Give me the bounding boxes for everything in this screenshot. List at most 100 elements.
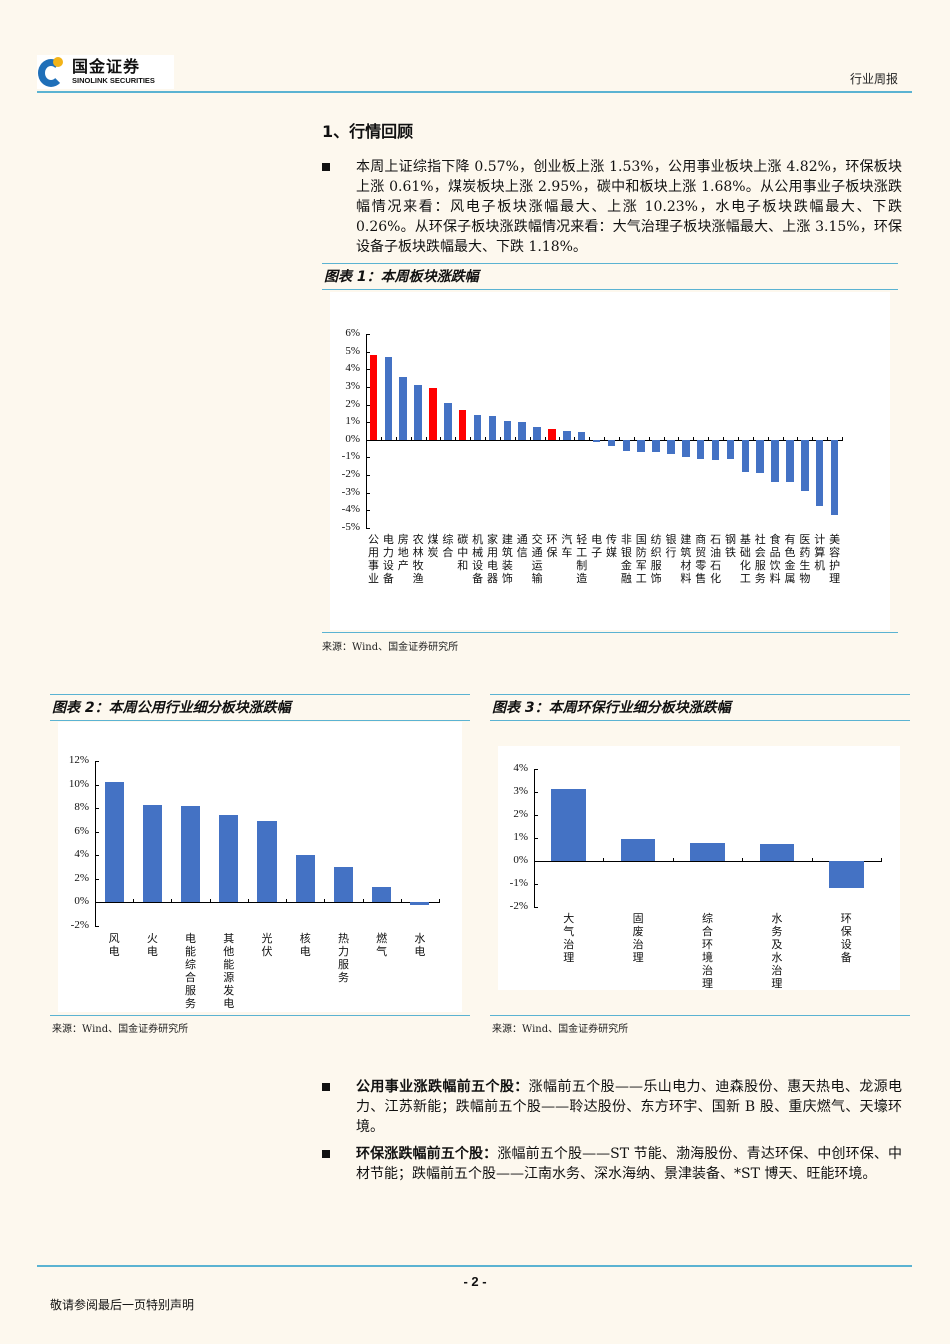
x-tick-label: 机械设备 bbox=[472, 533, 484, 585]
bar-轻工制造 bbox=[577, 431, 586, 440]
fig3-title-rule bbox=[490, 720, 910, 721]
y-tick-mark bbox=[366, 369, 370, 371]
bar-美容护理 bbox=[830, 439, 839, 515]
bar-有色金属 bbox=[786, 439, 794, 483]
x-tick-mark bbox=[440, 436, 442, 441]
x-tick-mark bbox=[604, 436, 605, 441]
x-tick-mark bbox=[470, 436, 472, 441]
x-tick-label: 计算机 bbox=[814, 533, 826, 572]
bar-非银金融 bbox=[622, 439, 631, 452]
report-type: 行业周报 bbox=[849, 72, 898, 86]
x-tick-label: 纺织服饰 bbox=[650, 533, 662, 585]
y-tick-label: -1% bbox=[341, 450, 360, 463]
y-tick-label: 6% bbox=[345, 327, 360, 339]
bullet-square-icon bbox=[322, 1150, 330, 1158]
fig2-source: 来源：Wind、国金证券研究所 bbox=[52, 1024, 189, 1035]
bar-商贸零售 bbox=[696, 439, 705, 460]
bar-国防军工 bbox=[637, 439, 645, 452]
x-tick-label: 非银金融 bbox=[620, 533, 632, 585]
x-tick-mark bbox=[439, 899, 440, 904]
y-tick-label: 12% bbox=[68, 754, 89, 766]
y-tick-label: 0% bbox=[513, 854, 528, 866]
y-axis bbox=[366, 334, 367, 528]
bar-公用事业 bbox=[369, 354, 378, 440]
fig2-bottom-rule bbox=[50, 1015, 470, 1016]
logo-cn-text: 国金证券 bbox=[72, 57, 141, 77]
utilities-top5-bullet: 公用事业涨跌幅前五个股：涨幅前五个股——乐山电力、迪森股份、惠天热电、龙源电力、… bbox=[322, 1077, 902, 1137]
y-tick-label: 2% bbox=[74, 871, 89, 884]
bar-水电 bbox=[410, 902, 430, 906]
x-tick-mark bbox=[672, 858, 674, 862]
bar-环保 bbox=[548, 429, 556, 440]
section-title: 1、行情回顾 bbox=[322, 122, 414, 141]
bar-电力设备 bbox=[384, 356, 393, 440]
x-tick-label: 水务及水治理 bbox=[771, 912, 783, 990]
x-tick-label: 电能综合服务 bbox=[185, 932, 197, 1010]
disclaimer-note: 敬请参阅最后一页特别声明 bbox=[50, 1298, 195, 1312]
x-tick-label: 热力服务 bbox=[337, 932, 349, 984]
x-tick-label: 综合环境治理 bbox=[702, 912, 713, 990]
x-tick-mark bbox=[693, 436, 695, 441]
bar-固废治理 bbox=[620, 839, 656, 861]
bar-其他能源发电 bbox=[219, 815, 239, 903]
y-tick-mark bbox=[534, 792, 538, 793]
bar-传媒 bbox=[607, 439, 616, 446]
x-tick-label: 建筑材料 bbox=[680, 533, 692, 585]
x-tick-label: 碳中和 bbox=[457, 533, 469, 572]
y-tick-label: -5% bbox=[341, 521, 360, 533]
x-tick-label: 国防军工 bbox=[635, 533, 647, 585]
bar-热力服务 bbox=[333, 867, 353, 903]
x-tick-mark bbox=[797, 436, 799, 441]
x-tick-label: 银行 bbox=[665, 533, 677, 559]
x-tick-mark bbox=[648, 436, 650, 441]
y-tick-mark bbox=[95, 855, 99, 857]
bar-农林牧渔 bbox=[414, 385, 422, 440]
x-tick-label: 其他能源发电 bbox=[223, 932, 235, 1010]
bar-电子 bbox=[592, 439, 601, 442]
summary-text: 本周上证综指下降 0.57%，创业板上涨 1.53%，公用事业板块上涨 4.82… bbox=[356, 159, 902, 255]
x-tick-mark bbox=[752, 436, 754, 441]
bar-食品饮料 bbox=[771, 439, 779, 483]
bar-大气治理 bbox=[551, 788, 587, 861]
y-tick-mark bbox=[95, 831, 99, 833]
x-tick-mark bbox=[842, 436, 843, 441]
x-tick-mark bbox=[574, 436, 576, 441]
y-tick-mark bbox=[95, 808, 99, 810]
x-tick-label: 公用事业 bbox=[367, 533, 379, 585]
bar-建筑材料 bbox=[682, 439, 690, 457]
y-tick-label: 4% bbox=[345, 362, 360, 375]
y-tick-mark bbox=[366, 528, 370, 529]
x-tick-label: 食品饮料 bbox=[769, 533, 781, 585]
x-tick-label: 商贸零售 bbox=[695, 533, 707, 585]
bar-家用电器 bbox=[488, 415, 497, 440]
bar-基础化工 bbox=[741, 439, 750, 473]
x-tick-mark bbox=[742, 858, 744, 862]
y-tick-mark bbox=[534, 838, 538, 839]
fig2-top-rule bbox=[50, 694, 470, 695]
bar-火电 bbox=[142, 804, 162, 903]
x-tick-label: 房地产 bbox=[397, 533, 409, 572]
y-tick-mark bbox=[366, 492, 370, 494]
y-tick-label: -1% bbox=[509, 877, 528, 889]
x-tick-label: 轻工制造 bbox=[576, 533, 588, 585]
y-tick-mark bbox=[534, 815, 538, 816]
fig1-bottom-rule bbox=[322, 632, 898, 633]
bar-电能综合服务 bbox=[181, 805, 201, 903]
x-tick-label: 电子 bbox=[591, 533, 603, 559]
x-tick-mark bbox=[827, 436, 829, 441]
y-tick-label: -2% bbox=[70, 919, 89, 931]
fig3-bottom-rule bbox=[490, 1015, 910, 1016]
bullet-text: 涨幅前五个股——ST 节能、渤海股份、青达环保、中创环保、中材节能；跌幅前五个股… bbox=[356, 1146, 902, 1182]
x-tick-label: 有色金属 bbox=[784, 533, 796, 585]
bullet-square-icon bbox=[322, 1083, 330, 1091]
bar-综合环境治理 bbox=[690, 843, 725, 861]
x-tick-mark bbox=[209, 899, 211, 904]
y-tick-label: 0% bbox=[74, 895, 89, 908]
x-tick-label: 社会服务 bbox=[754, 533, 766, 585]
x-tick-label: 传媒 bbox=[605, 533, 617, 559]
x-tick-label: 环保 bbox=[546, 533, 558, 559]
x-tick-label: 农林牧渔 bbox=[412, 533, 424, 585]
x-tick-label: 光伏 bbox=[261, 932, 273, 958]
x-tick-mark bbox=[485, 436, 486, 441]
bar-煤炭 bbox=[429, 387, 437, 440]
